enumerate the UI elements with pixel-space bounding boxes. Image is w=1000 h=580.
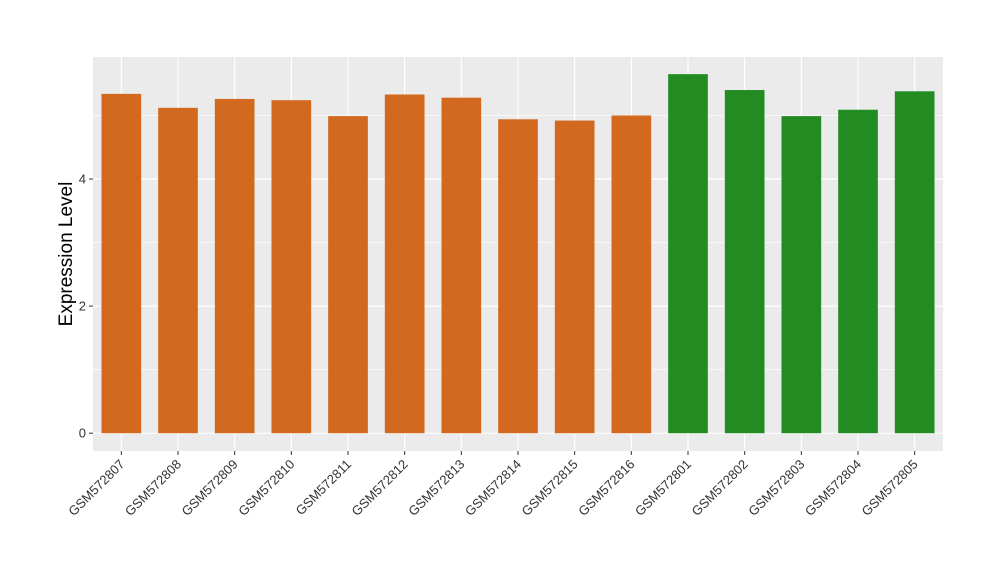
y-tick-label: 0 — [79, 426, 86, 441]
x-tick-label: GSM572811 — [293, 457, 355, 519]
x-tick-label: GSM572804 — [802, 457, 864, 519]
x-tick-label: GSM572809 — [179, 457, 241, 519]
x-tick-label: GSM572808 — [122, 457, 184, 519]
bars — [101, 74, 935, 434]
bar-GSM572807 — [101, 93, 142, 434]
x-tick-label: GSM572801 — [632, 457, 694, 519]
y-tick-label: 2 — [79, 299, 86, 314]
x-tick-label: GSM572807 — [65, 457, 127, 519]
bar-GSM572805 — [894, 91, 935, 434]
bar-GSM572814 — [498, 119, 538, 434]
bar-GSM572802 — [724, 90, 765, 434]
x-tick-label: GSM572802 — [689, 457, 751, 519]
x-tick-label: GSM572813 — [405, 457, 467, 519]
x-tick-label: GSM572803 — [745, 457, 807, 519]
bar-GSM572804 — [838, 109, 878, 434]
bar-GSM572808 — [158, 107, 198, 434]
y-axis: 0 2 4 — [79, 172, 93, 441]
x-tick-label: GSM572812 — [349, 457, 411, 519]
bar-GSM572813 — [441, 97, 482, 434]
bar-GSM572812 — [384, 94, 425, 434]
x-tick-label: GSM572810 — [235, 457, 297, 519]
x-tick-label: GSM572814 — [462, 457, 524, 519]
bar-GSM572815 — [554, 120, 595, 434]
y-tick-label: 4 — [79, 172, 86, 187]
x-tick-label: GSM572816 — [575, 457, 637, 519]
x-tick-label: GSM572815 — [519, 457, 581, 519]
bar-GSM572816 — [611, 115, 652, 434]
x-tick-label: GSM572805 — [859, 457, 921, 519]
bar-GSM572810 — [271, 100, 312, 434]
bar-GSM572811 — [328, 116, 368, 434]
bar-GSM572803 — [781, 116, 822, 434]
bar-GSM572801 — [668, 74, 708, 434]
bar-GSM572809 — [214, 98, 255, 434]
y-axis-title: Expression Level — [56, 182, 77, 327]
x-axis: GSM572807GSM572808GSM572809GSM572810GSM5… — [65, 451, 921, 519]
